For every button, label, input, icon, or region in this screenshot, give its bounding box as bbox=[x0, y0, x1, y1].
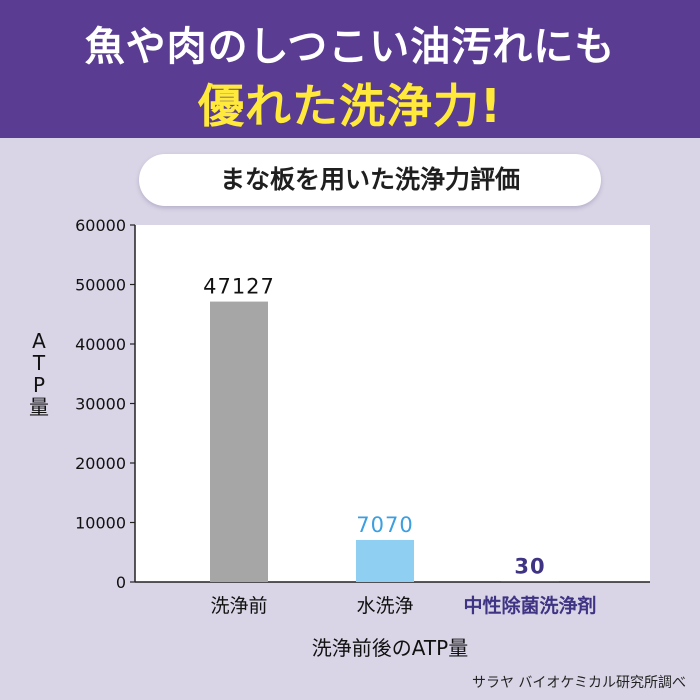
y-tick-label: 40000 bbox=[75, 335, 126, 354]
headline-line2: 優れた洗浄力! bbox=[198, 79, 502, 133]
x-tick-label: 水洗浄 bbox=[356, 595, 413, 617]
y-tick-label: 50000 bbox=[75, 276, 126, 295]
chart-title: まな板を用いた洗浄力評価 bbox=[139, 154, 601, 206]
y-axis-label-char: A bbox=[32, 329, 46, 353]
headline-line1: 魚や肉のしつこい油汚れにも bbox=[84, 24, 616, 70]
header-banner: 魚や肉のしつこい油汚れにも 優れた洗浄力! bbox=[0, 0, 700, 138]
x-axis-label: 洗浄前後のATP量 bbox=[311, 636, 469, 660]
y-tick-label: 10000 bbox=[75, 514, 126, 533]
source-note: サラヤ バイオケミカル研究所調べ bbox=[471, 675, 686, 691]
y-axis-label-char: P bbox=[32, 373, 46, 397]
y-tick-label: 0 bbox=[116, 573, 126, 592]
bar bbox=[210, 301, 268, 582]
y-tick-label: 20000 bbox=[75, 454, 126, 473]
y-axis-label-char: T bbox=[32, 351, 46, 375]
x-tick-label: 中性除菌洗浄剤 bbox=[463, 594, 596, 617]
y-tick-label: 30000 bbox=[75, 395, 126, 414]
y-axis-label-char: 量 bbox=[29, 395, 49, 419]
data-label: 47127 bbox=[203, 275, 275, 299]
y-tick-label: 60000 bbox=[75, 216, 126, 235]
data-label: 30 bbox=[514, 554, 545, 578]
x-tick-label: 洗浄前 bbox=[210, 595, 267, 617]
bar bbox=[356, 539, 414, 582]
bar bbox=[501, 581, 559, 582]
data-label: 7070 bbox=[356, 513, 413, 537]
